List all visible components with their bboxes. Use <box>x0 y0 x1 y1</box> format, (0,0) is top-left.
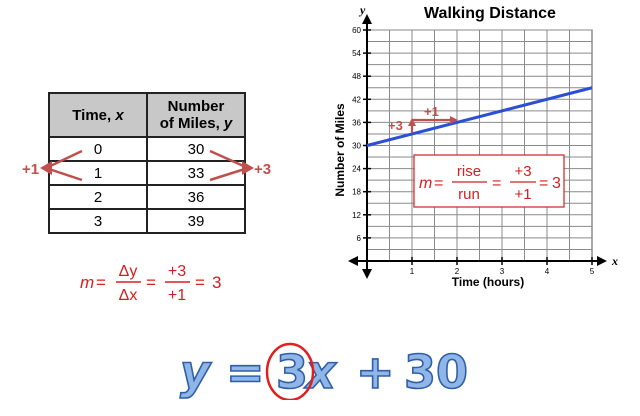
formula-equals-2: = <box>146 273 156 292</box>
equation-equals: = <box>226 345 265 399</box>
equation-plus: + <box>356 345 395 399</box>
formula-delta-x: Δx <box>119 287 138 304</box>
table-left-arrows: +1 <box>22 149 83 182</box>
equation-intercept: 30 <box>404 345 468 399</box>
table-row: 0 30 <box>48 136 246 162</box>
slope-box-equals-2: = <box>492 175 501 192</box>
table-cell-miles: 39 <box>146 208 246 234</box>
formula-equals-3: = <box>195 273 205 292</box>
x-tick-label: 4 <box>545 267 550 276</box>
table-left-annotation: +1 <box>22 161 39 178</box>
x-tick-label: 3 <box>500 267 505 276</box>
x-tick-label: 5 <box>590 267 595 276</box>
y-tick-label: 42 <box>352 95 361 104</box>
slope-box-plus1: +1 <box>514 186 531 203</box>
slope-box-result: 3 <box>552 175 561 192</box>
x-axis-letter: x <box>611 254 618 268</box>
formula-m: m <box>80 273 94 292</box>
y-tick-label: 12 <box>352 211 361 220</box>
y-tick-label: 30 <box>352 142 361 151</box>
formula-delta-y: Δy <box>119 263 138 280</box>
slope-box-run: run <box>458 186 480 203</box>
y-tick-label: 6 <box>357 234 362 243</box>
y-axis-label: Number of Miles <box>333 103 347 197</box>
miles-header-var: y <box>223 115 233 132</box>
time-column-header: Time, x <box>48 92 148 138</box>
x-tick-label: 1 <box>410 267 415 276</box>
slope-box: m = rise run = +3 +1 = 3 <box>413 154 565 208</box>
slope-box-m: m <box>419 175 432 192</box>
y-axis-letter: y <box>358 3 366 17</box>
line-equation: y = 3 x + 30 <box>179 342 469 400</box>
time-header-var: x <box>115 106 124 124</box>
table-cell-miles: 36 <box>146 184 246 210</box>
equation-y: y <box>180 345 212 399</box>
table-cell-time: 0 <box>48 136 148 162</box>
slope-box-frame <box>413 154 565 208</box>
slope-box-rise: rise <box>457 163 481 180</box>
table-header-row: Time, x Number of Miles, y <box>48 92 246 138</box>
chart-title: Walking Distance <box>424 5 556 22</box>
rise-label: +3 <box>388 118 403 133</box>
data-table: Time, x Number of Miles, y 0 30 1 33 2 3… <box>48 92 246 234</box>
y-tick-label: 54 <box>352 49 361 58</box>
equation-slope: 3 <box>276 345 308 399</box>
slope-box-equals-3: = <box>539 175 548 192</box>
x-tick-label: 2 <box>455 267 460 276</box>
y-tick-label: 48 <box>352 72 361 81</box>
data-table-container: Time, x Number of Miles, y 0 30 1 33 2 3… <box>48 92 246 234</box>
slope-highlight-circle <box>265 342 315 400</box>
formula-result: 3 <box>212 273 221 292</box>
time-header-text: Time, <box>72 106 116 124</box>
slope-box-plus3: +3 <box>514 163 531 180</box>
formula-equals-1: = <box>96 273 106 292</box>
slope-box-equals-1: = <box>434 175 443 192</box>
formula-plus3: +3 <box>168 263 186 280</box>
y-tick-label: 24 <box>352 165 361 174</box>
left-arrow-head <box>40 161 52 175</box>
miles-header-line2: of Miles, <box>159 115 224 132</box>
y-tick-label: 18 <box>352 188 361 197</box>
right-arrow-head <box>242 161 254 175</box>
table-right-annotation: +3 <box>254 161 271 178</box>
grid <box>367 29 592 261</box>
run-label: +1 <box>424 104 439 119</box>
table-cell-miles: 30 <box>146 136 246 162</box>
rise-run-annotation: +3 +1 <box>388 104 458 133</box>
x-axis-label: Time (hours) <box>452 275 524 289</box>
table-right-arrows: +3 <box>209 149 271 182</box>
table-row: 3 39 <box>48 208 246 234</box>
miles-column-header: Number of Miles, y <box>146 92 246 138</box>
miles-header-line1: Number <box>167 98 225 115</box>
table-cell-time: 2 <box>48 184 148 210</box>
y-tick-label: 60 <box>352 26 361 35</box>
table-slope-formula: m = Δy Δx = +3 +1 = 3 <box>80 263 221 304</box>
table-row: 2 36 <box>48 184 246 210</box>
table-cell-time: 3 <box>48 208 148 234</box>
formula-plus1: +1 <box>168 287 186 304</box>
y-tick-label: 36 <box>352 118 361 127</box>
equation-x: x <box>304 345 337 399</box>
series-line-walking-distance <box>366 86 593 147</box>
